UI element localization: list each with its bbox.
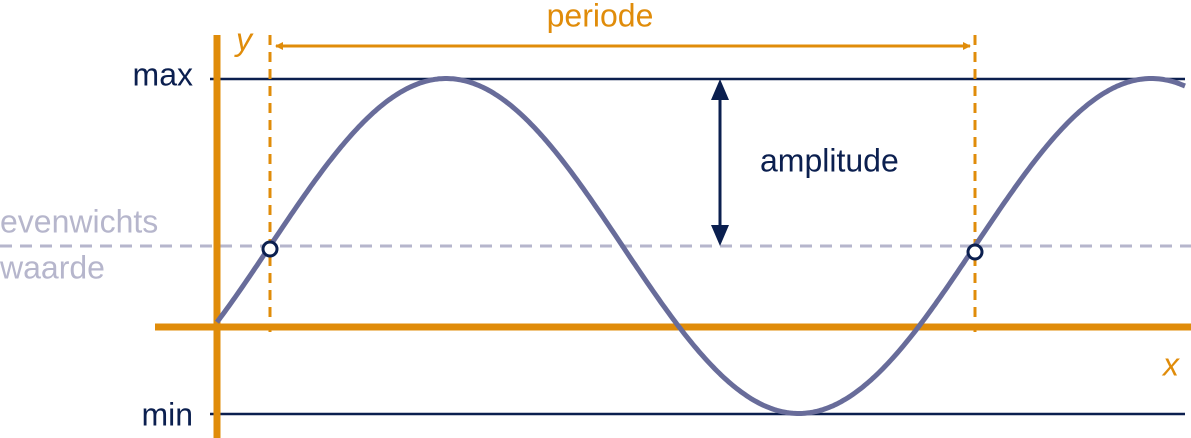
x-axis-label: x — [1161, 346, 1180, 382]
equilibrium-label: evenwichts — [0, 203, 158, 239]
period-label: periode — [547, 0, 654, 33]
period-start-point — [261, 240, 279, 258]
sine-curve — [214, 76, 1186, 416]
max-label: max — [133, 56, 193, 92]
equilibrium-label: waarde — [0, 249, 105, 285]
y-axis-label: y — [234, 21, 254, 57]
period-end-point — [966, 243, 984, 261]
amplitude-label: amplitude — [760, 142, 899, 178]
min-label: min — [141, 396, 193, 432]
